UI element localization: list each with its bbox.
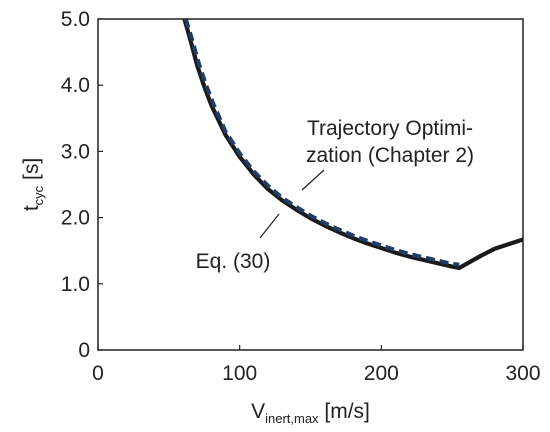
y-tick-label: 1.0 bbox=[61, 273, 90, 296]
series-line-trajectory-optimization bbox=[183, 19, 460, 267]
y-tick-label: 3.0 bbox=[61, 140, 90, 163]
x-tick-label: 200 bbox=[364, 362, 399, 385]
y-tick-label: 0 bbox=[78, 339, 90, 362]
y-axis-label-unit: [s] bbox=[20, 158, 43, 186]
x-axis-label-unit: [m/s] bbox=[319, 400, 370, 423]
annotation-line: Eq. (30) bbox=[196, 250, 271, 273]
x-axis-label-main: V bbox=[251, 400, 265, 423]
annotation-trajectory-optimization: Trajectory Optimi-zation (Chapter 2) bbox=[306, 117, 474, 167]
y-axis-label-main: t bbox=[20, 205, 43, 211]
annotation-leader-line bbox=[301, 169, 325, 191]
x-tick-label: 0 bbox=[92, 362, 104, 385]
tick-labels: 0 100 200 300 0 1.0 2.0 3.0 4.0 5.0 bbox=[61, 8, 541, 385]
y-tick-label: 5.0 bbox=[61, 8, 90, 31]
x-tick-label: 300 bbox=[505, 362, 540, 385]
y-axis-label: tcyc [s] bbox=[20, 158, 46, 211]
y-tick-label: 2.0 bbox=[61, 207, 90, 230]
annotation-line: zation (Chapter 2) bbox=[306, 144, 474, 167]
y-tick-label: 4.0 bbox=[61, 74, 90, 97]
y-axis-label-sub: cyc bbox=[31, 185, 46, 205]
x-axis-label: Vinert,max [m/s] bbox=[251, 400, 370, 426]
series-layer bbox=[182, 19, 523, 271]
x-axis-label-sub: inert,max bbox=[265, 411, 319, 426]
annotation-line: Trajectory Optimi- bbox=[307, 117, 473, 140]
annotations: Trajectory Optimi-zation (Chapter 2) Eq. … bbox=[196, 117, 474, 273]
x-tick-label: 100 bbox=[222, 362, 257, 385]
annotation-leader-line bbox=[259, 213, 280, 239]
annotation-eq-30: Eq. (30) bbox=[196, 250, 271, 273]
plot-frame bbox=[97, 18, 524, 351]
axes bbox=[97, 18, 524, 351]
